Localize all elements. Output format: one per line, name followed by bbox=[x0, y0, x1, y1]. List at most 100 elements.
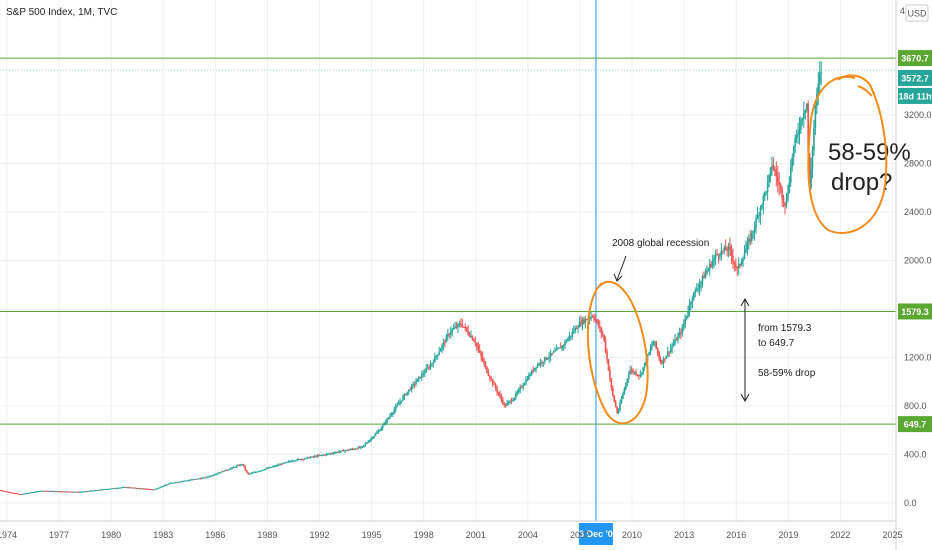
candle-body bbox=[616, 407, 618, 413]
x-tick-label: 2007 bbox=[570, 530, 590, 540]
candle-body bbox=[590, 316, 592, 319]
candle-body bbox=[640, 372, 643, 375]
candle-body bbox=[557, 348, 559, 350]
candle-body bbox=[403, 394, 406, 397]
grid bbox=[0, 0, 896, 521]
candle-body bbox=[568, 335, 571, 339]
candle-body bbox=[380, 428, 383, 431]
candle-body bbox=[594, 318, 597, 320]
candle-body bbox=[38, 491, 41, 493]
candle-body bbox=[675, 339, 678, 341]
candle-body bbox=[714, 254, 717, 258]
candle-body bbox=[517, 389, 520, 393]
candle-body bbox=[613, 395, 616, 402]
candle-body bbox=[776, 176, 779, 183]
candle-body bbox=[180, 481, 183, 483]
candle-body bbox=[708, 264, 711, 269]
candle-body bbox=[562, 345, 565, 347]
candle-body bbox=[570, 335, 572, 337]
candle-body bbox=[66, 491, 69, 493]
candle-body bbox=[250, 473, 252, 475]
candle-body bbox=[127, 487, 129, 489]
candle-body bbox=[83, 491, 86, 493]
candle-body bbox=[350, 448, 352, 450]
candles bbox=[0, 61, 822, 496]
candle-body bbox=[600, 327, 603, 333]
candle-body bbox=[415, 381, 417, 385]
candle-body bbox=[619, 403, 621, 410]
candle-body bbox=[190, 479, 193, 481]
candle-body bbox=[28, 492, 31, 494]
candle-body bbox=[143, 488, 145, 490]
candle-body bbox=[720, 250, 723, 256]
candle-body bbox=[263, 469, 265, 471]
candle-body bbox=[31, 492, 34, 494]
candle-body bbox=[532, 370, 535, 372]
candle-body bbox=[238, 465, 241, 467]
candle-body bbox=[34, 491, 37, 493]
candle-body bbox=[215, 473, 218, 475]
candle-body bbox=[687, 311, 689, 316]
candle-body bbox=[490, 378, 493, 380]
candle-body bbox=[419, 376, 422, 378]
candle-body bbox=[89, 490, 92, 492]
candle-body bbox=[465, 327, 468, 331]
candle-body bbox=[104, 489, 106, 491]
candle-body bbox=[803, 113, 805, 119]
candle-body bbox=[698, 284, 701, 289]
candle-body bbox=[448, 334, 451, 336]
candle-body bbox=[732, 255, 734, 262]
candle-body bbox=[159, 487, 161, 489]
candle-body bbox=[52, 491, 54, 493]
candle-body bbox=[723, 247, 726, 251]
forecast-circle-tail bbox=[857, 85, 873, 97]
candle-body bbox=[749, 238, 752, 241]
candle-body bbox=[525, 379, 527, 384]
candle-body bbox=[164, 484, 167, 486]
candle-body bbox=[730, 249, 733, 256]
candle-body bbox=[306, 457, 309, 459]
candle-body bbox=[292, 460, 294, 462]
candle-body bbox=[724, 247, 727, 251]
candle-body bbox=[337, 452, 339, 454]
candle-body bbox=[324, 454, 326, 456]
candle-body bbox=[779, 184, 782, 189]
candle-body bbox=[808, 153, 811, 189]
candle-body bbox=[261, 469, 264, 471]
candle-body bbox=[144, 488, 147, 490]
candle-body bbox=[701, 276, 704, 282]
candle-body bbox=[8, 491, 11, 493]
candle-body bbox=[15, 493, 18, 495]
mid-level-tag-box bbox=[898, 303, 932, 320]
candle-body bbox=[134, 487, 137, 489]
candle-body bbox=[342, 450, 345, 452]
candle-body bbox=[244, 466, 247, 470]
candle-body bbox=[345, 449, 348, 451]
candle-body bbox=[643, 362, 646, 368]
candle-body bbox=[416, 378, 419, 382]
recession-arrowhead bbox=[613, 273, 623, 282]
candle-body bbox=[85, 491, 87, 493]
candle-body bbox=[256, 471, 258, 473]
candle-body bbox=[198, 478, 200, 480]
candle-body bbox=[546, 358, 549, 360]
candle-body bbox=[622, 393, 624, 399]
candle-body bbox=[88, 490, 90, 492]
currency-badge[interactable]: USD bbox=[905, 4, 929, 22]
candle-body bbox=[219, 472, 222, 474]
candle-body bbox=[512, 400, 514, 402]
drop-range-arrowhead-bottom bbox=[740, 393, 750, 403]
candle-body bbox=[721, 250, 724, 252]
candle-body bbox=[604, 340, 607, 352]
candle-body bbox=[41, 490, 44, 492]
candle-body bbox=[358, 447, 361, 449]
candle-body bbox=[118, 487, 121, 489]
candle-body bbox=[138, 488, 141, 490]
recession-arrow bbox=[616, 255, 627, 281]
candle-body bbox=[179, 481, 181, 483]
candle-body bbox=[733, 261, 736, 265]
candle-body bbox=[196, 478, 199, 480]
candle-body bbox=[37, 491, 40, 493]
candle-body bbox=[33, 491, 35, 493]
candle-body bbox=[454, 326, 456, 329]
